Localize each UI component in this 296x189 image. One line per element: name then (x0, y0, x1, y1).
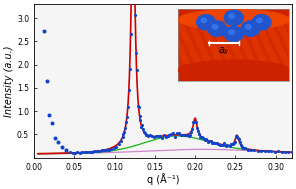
X-axis label: q (Å⁻¹): q (Å⁻¹) (147, 173, 179, 185)
Y-axis label: Intensity (a.u.): Intensity (a.u.) (4, 45, 14, 117)
